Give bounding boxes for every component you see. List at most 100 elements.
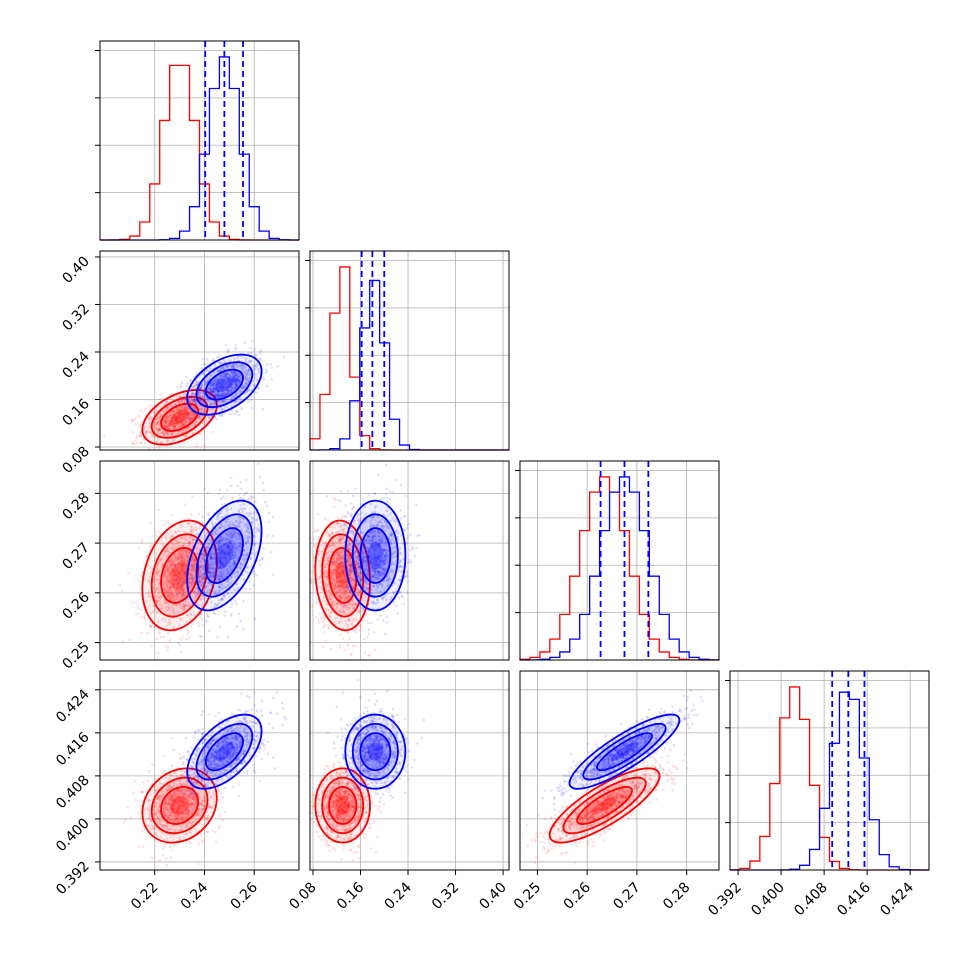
scatter-point (218, 542, 221, 545)
scatter-point (374, 519, 377, 523)
density-fill (151, 534, 208, 617)
scatter-point (178, 559, 182, 562)
scatter-point (183, 571, 187, 574)
scatter-point (357, 590, 361, 594)
scatter-point (345, 579, 349, 583)
scatter-point (232, 395, 235, 399)
scatter-point (216, 567, 220, 570)
scatter-point (245, 529, 249, 532)
scatter-point (234, 553, 237, 556)
scatter-point (233, 550, 236, 553)
scatter-point (220, 367, 224, 370)
scatter-point (147, 590, 151, 594)
scatter-point (234, 551, 238, 554)
scatter-point (179, 395, 183, 398)
scatter-point (144, 422, 147, 425)
scatter-point (221, 548, 225, 551)
scatter-point (146, 592, 150, 595)
scatter-point (231, 553, 235, 557)
scatter-point (187, 541, 190, 545)
scatter-point (321, 589, 324, 592)
scatter-point (181, 550, 184, 553)
scatter-point (336, 551, 340, 554)
scatter-point (200, 577, 203, 580)
scatter-point (341, 572, 345, 576)
scatter-point (339, 588, 342, 592)
scatter-point (211, 402, 215, 405)
scatter-point (190, 400, 193, 404)
scatter-point (323, 565, 327, 569)
scatter-point (182, 604, 186, 608)
scatter-point (211, 520, 214, 524)
scatter-point (144, 429, 148, 433)
scatter-point (170, 416, 174, 420)
scatter-point (164, 554, 168, 558)
scatter-point (246, 548, 249, 551)
scatter-point (367, 569, 371, 572)
scatter-point (350, 623, 354, 627)
scatter-point (163, 569, 167, 573)
scatter-point (168, 425, 172, 428)
scatter-point (232, 556, 235, 560)
scatter-point (216, 382, 219, 386)
scatter-point (219, 385, 222, 389)
scatter-point (216, 393, 219, 397)
scatter-point (325, 589, 329, 593)
scatter-point (193, 559, 196, 563)
scatter-point (356, 628, 360, 632)
scatter-point (271, 573, 275, 576)
scatter-point (175, 402, 178, 406)
scatter-point (244, 541, 248, 545)
scatter-point (236, 557, 240, 560)
scatter-point (218, 378, 222, 382)
scatter-point (198, 391, 202, 394)
scatter-point (194, 420, 198, 424)
scatter-point (338, 594, 342, 598)
scatter-point (233, 562, 237, 565)
scatter-point (367, 628, 371, 632)
scatter-point (224, 375, 227, 379)
scatter-point (216, 380, 219, 384)
scatter-point (162, 419, 165, 423)
scatter-point (339, 539, 343, 542)
scatter-point (226, 390, 230, 393)
scatter-point (389, 541, 393, 545)
scatter-point (230, 533, 234, 536)
scatter-point (201, 617, 205, 621)
scatter-point (214, 378, 217, 382)
scatter-point (156, 428, 159, 431)
scatter-point (198, 392, 201, 395)
scatter-point (158, 427, 162, 431)
scatter-point (394, 530, 398, 533)
scatter-point (183, 530, 186, 534)
scatter-point (181, 401, 184, 404)
scatter-point (216, 378, 220, 381)
scatter-point (241, 510, 244, 513)
scatter-point (367, 653, 371, 657)
scatter-point (344, 585, 348, 588)
scatter-point (195, 383, 198, 387)
density-fill (170, 410, 189, 425)
scatter-point (172, 410, 175, 413)
scatter-point (346, 560, 349, 564)
scatter-point (183, 587, 186, 590)
scatter-point (211, 359, 215, 363)
scatter-point (213, 591, 217, 594)
scatter-point (246, 525, 249, 529)
scatter-point (337, 584, 340, 588)
scatter-point (203, 597, 206, 600)
density-fill (215, 541, 234, 570)
scatter-point (242, 627, 245, 631)
scatter-point (146, 430, 149, 433)
scatter-point (171, 563, 175, 566)
scatter-point (169, 564, 173, 568)
scatter-point (187, 412, 191, 415)
scatter-point (347, 595, 351, 598)
scatter-point (155, 422, 158, 426)
scatter-point (218, 541, 221, 545)
scatter-point (321, 600, 325, 603)
scatter-point (211, 586, 215, 589)
scatter-point (165, 450, 168, 453)
scatter-point (190, 413, 193, 417)
scatter-point (225, 570, 228, 574)
